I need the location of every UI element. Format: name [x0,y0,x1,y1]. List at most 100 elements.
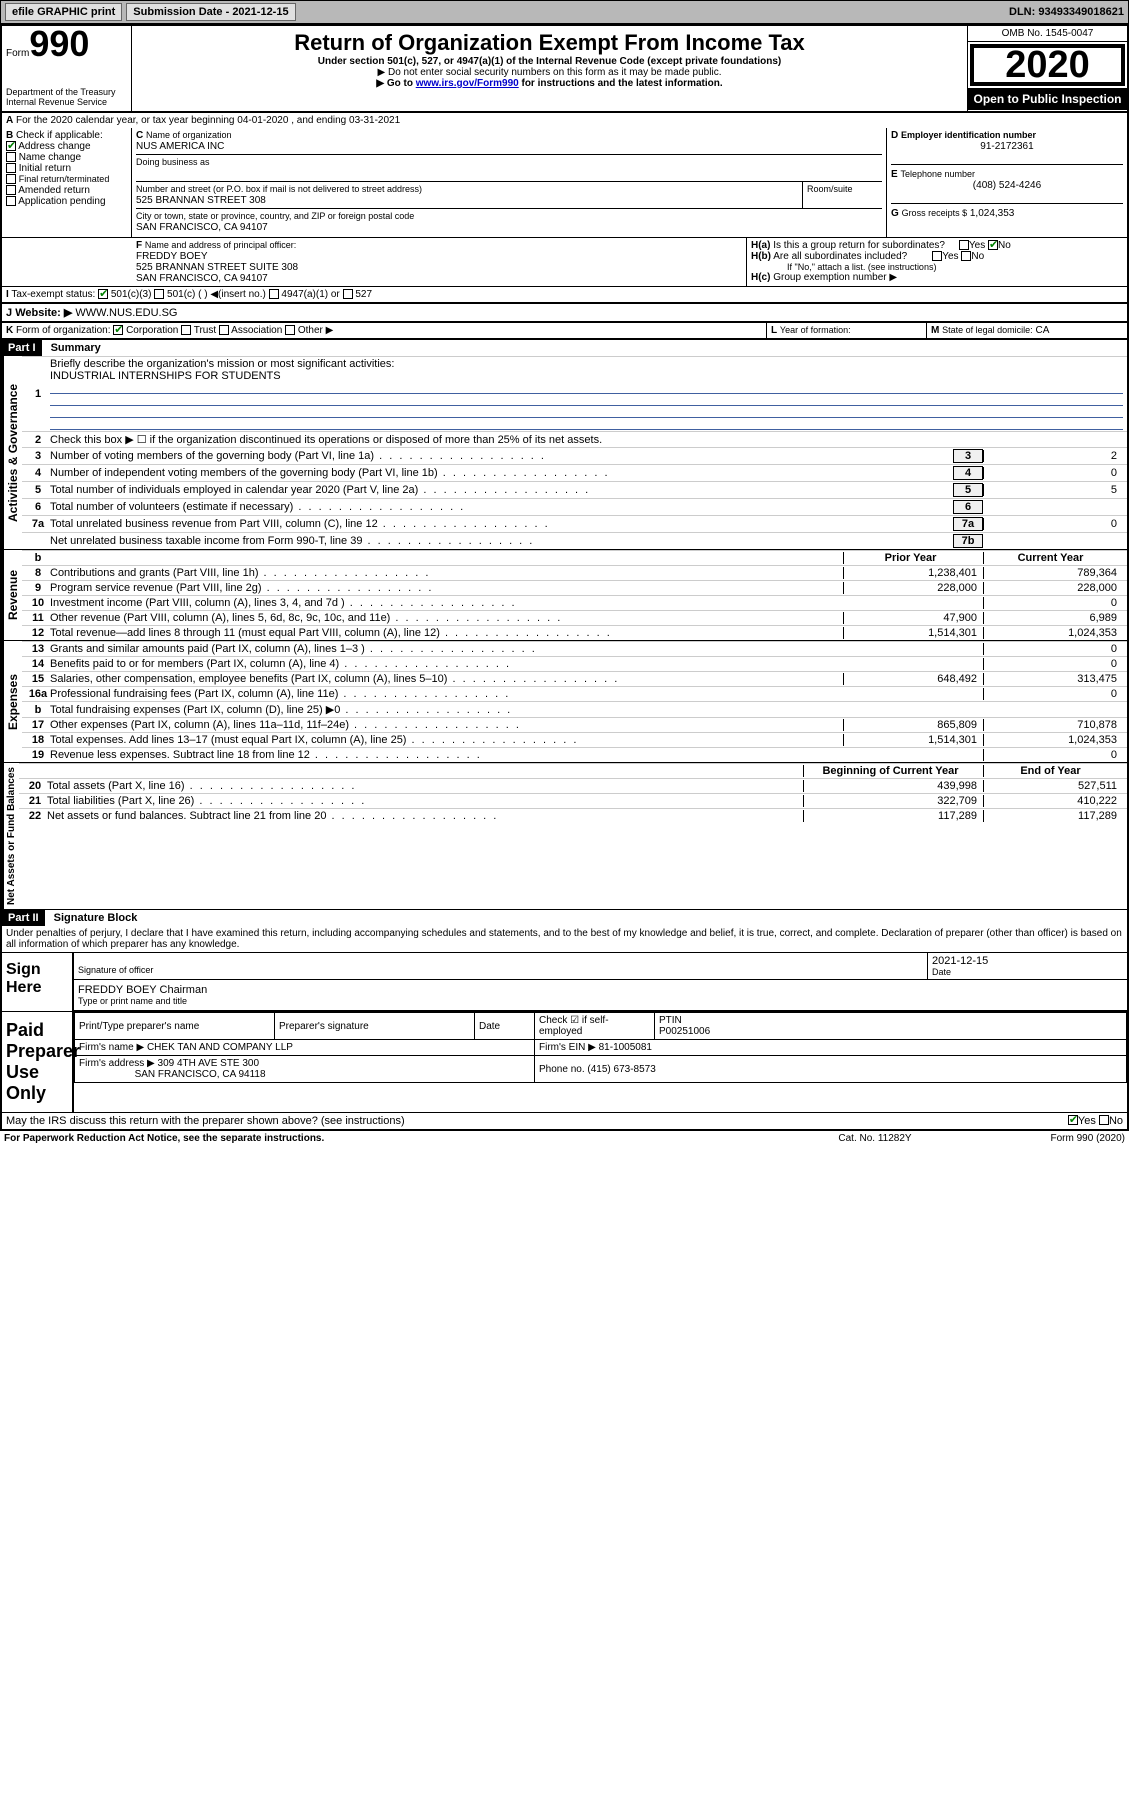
net-assets-section: Net Assets or Fund Balances Beginning of… [2,762,1127,909]
cat-number: Cat. No. 11282Y [775,1133,975,1144]
phone-value: (408) 524-4246 [891,180,1123,191]
k-prefix: K [6,325,13,336]
line-text: Total liabilities (Part X, line 26) [47,795,803,807]
checkbox-initial-return[interactable] [6,163,16,173]
opt-4947: 4947(a)(1) or [281,289,339,300]
line-text: Total revenue—add lines 8 through 11 (mu… [50,627,843,639]
form-container: Form990 Department of the Treasury Inter… [0,24,1129,1131]
efile-button[interactable]: efile GRAPHIC print [5,3,122,21]
ha-no: No [998,240,1011,251]
section-c: C Name of organization NUS AMERICA INC D… [132,128,887,237]
firm-phone-label: Phone no. [539,1064,585,1075]
balance-header-row: Beginning of Current Year End of Year [19,763,1127,778]
501c-checkbox[interactable] [154,289,164,299]
checkbox-pending[interactable] [6,196,16,206]
checkbox-amended[interactable] [6,185,16,195]
hb-no-checkbox[interactable] [961,251,971,261]
line-1-num: 1 [26,388,50,400]
line-num: 16a [26,688,50,700]
line-box: 5 [953,483,983,497]
footer-row: For Paperwork Reduction Act Notice, see … [0,1131,1129,1146]
expense-line-17: 17 Other expenses (Part IX, column (A), … [22,717,1127,732]
opt-trust: Trust [194,325,216,336]
gross-receipts-value: 1,024,353 [970,208,1015,219]
4947-checkbox[interactable] [269,289,279,299]
revenue-line-8: 8 Contributions and grants (Part VIII, l… [22,565,1127,580]
assoc-checkbox[interactable] [219,325,229,335]
section-k: K Form of organization: Corporation Trus… [2,323,767,338]
527-checkbox[interactable] [343,289,353,299]
checkbox-address-change[interactable] [6,141,16,151]
line-num: 12 [26,627,50,639]
form-org-label: Form of organization: [16,325,111,336]
gov-line-3: 3 Number of voting members of the govern… [22,447,1127,464]
instructions-link[interactable]: www.irs.gov/Form990 [416,78,519,89]
line-num: 4 [26,467,50,479]
opt-initial-return: Initial return [19,163,71,174]
m-prefix: M [931,325,939,336]
ha-text: Is this a group return for subordinates? [773,240,945,251]
line-value: 0 [983,518,1123,530]
end-value: 410,222 [983,795,1123,807]
part-2-header: Part II [2,910,45,926]
net-assets-label: Net Assets or Fund Balances [2,763,19,909]
tax-exempt-label: Tax-exempt status: [11,289,95,300]
ha-yes: Yes [969,240,985,251]
prior-value: 1,514,301 [843,734,983,746]
f-prefix: F [136,240,142,251]
discuss-yes-checkbox[interactable] [1068,1115,1078,1125]
current-value: 6,989 [983,612,1123,624]
declaration-text: Under penalties of perjury, I declare th… [2,926,1127,953]
omb-number: OMB No. 1545-0047 [968,26,1127,42]
g-prefix: G [891,208,899,219]
officer-addr1: 525 BRANNAN STREET SUITE 308 [136,262,298,273]
line-box: 3 [953,449,983,463]
expense-line-b: b Total fundraising expenses (Part IX, c… [22,701,1127,717]
form-header: Form990 Department of the Treasury Inter… [2,26,1127,112]
line-text: Grants and similar amounts paid (Part IX… [50,643,843,655]
expense-line-13: 13 Grants and similar amounts paid (Part… [22,641,1127,656]
city-label: City or town, state or province, country… [136,211,414,221]
city-state-zip: SAN FRANCISCO, CA 94107 [136,222,268,233]
line-text: Net unrelated business taxable income fr… [50,535,953,547]
form-subtitle: Under section 501(c), 527, or 4947(a)(1)… [140,56,959,67]
sig-date-value: 2021-12-15 [932,955,1123,967]
website-row: J Website: ▶ WWW.NUS.EDU.SG [2,304,1127,323]
part-2-title: Signature Block [48,912,138,924]
section-l: L Year of formation: [767,323,927,338]
ha-yes-checkbox[interactable] [959,240,969,250]
line-num: 20 [23,780,47,792]
firm-phone-cell: Phone no. (415) 673-8573 [535,1056,1127,1083]
open-to-public: Open to Public Inspection [968,88,1127,110]
form-title: Return of Organization Exempt From Incom… [140,30,959,56]
hb-yes-checkbox[interactable] [932,251,942,261]
opt-501c: 501(c) ( ) ◀(insert no.) [167,289,266,300]
form-label: Form [6,48,29,59]
c-prefix: C [136,130,143,141]
current-value: 0 [983,688,1123,700]
501c3-checkbox[interactable] [98,289,108,299]
e-prefix: E [891,169,898,180]
ha-no-checkbox[interactable] [988,240,998,250]
part-1-header-row: Part I Summary [2,340,1127,356]
line-text: Total number of volunteers (estimate if … [50,501,953,513]
sig-date-label: Date [932,967,1123,977]
submission-date-button[interactable]: Submission Date - 2021-12-15 [126,3,295,21]
prior-value: 228,000 [843,582,983,594]
discuss-no-checkbox[interactable] [1099,1115,1109,1125]
checkbox-name-change[interactable] [6,152,16,162]
line-num: 3 [26,450,50,462]
calendar-year-text: For the 2020 calendar year, or tax year … [16,115,400,126]
line-1-text: Briefly describe the organization's miss… [50,358,394,370]
revenue-content: b Prior Year Current Year 8 Contribution… [22,550,1127,640]
mission-line-2 [50,394,1123,406]
checkbox-final-return[interactable] [6,174,16,184]
corp-checkbox[interactable] [113,325,123,335]
b-prefix: B [6,130,13,141]
opt-other: Other ▶ [298,325,333,336]
other-checkbox[interactable] [285,325,295,335]
line-1-value: INDUSTRIAL INTERNSHIPS FOR STUDENTS [50,370,281,382]
sign-here-content: Signature of officer 2021-12-15 Date FRE… [72,953,1127,1011]
trust-checkbox[interactable] [181,325,191,335]
discuss-no: No [1109,1115,1123,1127]
